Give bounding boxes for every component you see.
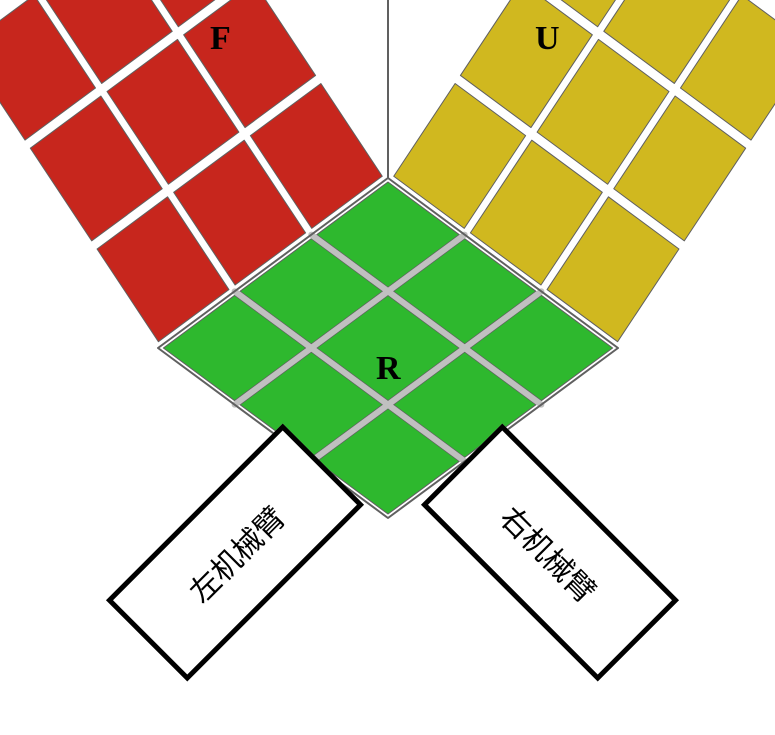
label-U: U [535, 20, 560, 58]
left-arm-label: 左机械臂 [177, 495, 293, 611]
diagram-stage: F U R 左机械臂 右机械臂 [0, 0, 775, 735]
label-R: R [376, 350, 401, 388]
label-F: F [210, 20, 231, 58]
right-arm-label: 右机械臂 [492, 495, 608, 611]
